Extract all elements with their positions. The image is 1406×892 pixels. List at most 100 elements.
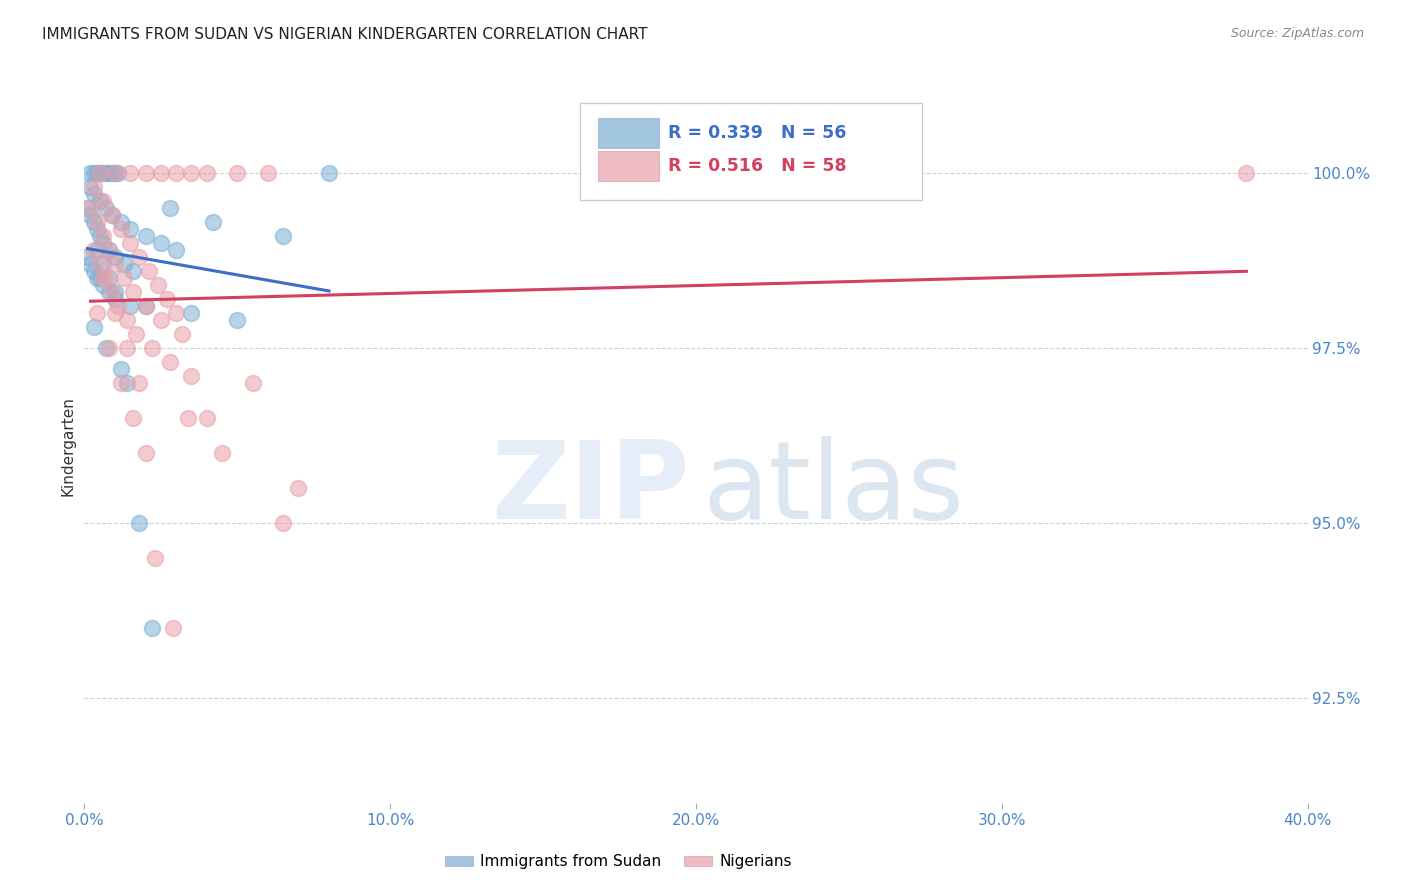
Point <box>91 166 114 180</box>
Point <box>172 327 194 342</box>
Point <box>156 292 179 306</box>
Point <box>242 376 264 390</box>
Point <box>79 208 101 222</box>
Point <box>86 306 108 320</box>
Point <box>135 446 157 460</box>
Point <box>97 166 120 180</box>
Point <box>97 243 120 257</box>
FancyBboxPatch shape <box>598 119 659 148</box>
Point <box>97 341 120 355</box>
Text: R = 0.516   N = 58: R = 0.516 N = 58 <box>668 157 846 175</box>
Point <box>94 271 117 285</box>
Point <box>120 236 142 251</box>
Point <box>122 264 145 278</box>
Point <box>159 355 181 369</box>
Point <box>89 166 111 180</box>
Point <box>83 187 105 202</box>
Point <box>104 285 127 299</box>
Point <box>94 201 117 215</box>
Point <box>97 243 120 257</box>
Point <box>115 313 138 327</box>
Point <box>91 229 114 244</box>
Point <box>201 215 224 229</box>
Point <box>110 215 132 229</box>
Point <box>287 481 309 495</box>
Point <box>83 180 105 194</box>
Point <box>112 257 135 271</box>
Point <box>149 166 172 180</box>
Point <box>91 278 114 293</box>
Point <box>122 411 145 425</box>
Point <box>162 621 184 635</box>
Point <box>211 446 233 460</box>
Point <box>271 229 294 244</box>
Point <box>110 376 132 390</box>
Point <box>110 362 132 376</box>
Point <box>76 250 98 264</box>
Point <box>120 222 142 236</box>
Text: Source: ZipAtlas.com: Source: ZipAtlas.com <box>1230 27 1364 40</box>
Point <box>271 516 294 530</box>
Point <box>89 229 111 244</box>
Point <box>83 166 105 180</box>
Point <box>83 215 105 229</box>
Point <box>1236 166 1258 180</box>
Point <box>107 299 129 313</box>
Point <box>128 376 150 390</box>
Point <box>115 376 138 390</box>
Point <box>318 166 340 180</box>
Point <box>101 285 124 299</box>
Point <box>195 166 218 180</box>
Point <box>76 201 98 215</box>
FancyBboxPatch shape <box>598 151 659 180</box>
Point <box>83 264 105 278</box>
Point <box>135 229 157 244</box>
Point <box>146 278 169 293</box>
Point <box>120 166 142 180</box>
Point <box>135 166 157 180</box>
FancyBboxPatch shape <box>579 103 922 200</box>
Point <box>110 222 132 236</box>
Point <box>138 264 160 278</box>
Point <box>159 201 181 215</box>
Point <box>91 257 114 271</box>
Point <box>86 243 108 257</box>
Point <box>122 285 145 299</box>
Point <box>180 166 202 180</box>
Point <box>128 516 150 530</box>
Point <box>165 166 187 180</box>
Point <box>83 320 105 334</box>
Point <box>86 215 108 229</box>
Point <box>226 166 249 180</box>
Point <box>165 306 187 320</box>
Legend: Immigrants from Sudan, Nigerians: Immigrants from Sudan, Nigerians <box>439 848 799 875</box>
Point <box>86 222 108 236</box>
Point <box>101 166 124 180</box>
Text: R = 0.339   N = 56: R = 0.339 N = 56 <box>668 125 846 143</box>
Point <box>257 166 280 180</box>
Point <box>143 550 166 565</box>
Point <box>141 621 163 635</box>
Point <box>89 271 111 285</box>
Point <box>104 166 127 180</box>
Point <box>128 250 150 264</box>
Point <box>97 285 120 299</box>
Point <box>195 411 218 425</box>
Point <box>165 243 187 257</box>
Point <box>135 299 157 313</box>
Point <box>104 257 127 271</box>
Point <box>94 166 117 180</box>
Point <box>107 166 129 180</box>
Point <box>115 341 138 355</box>
Point <box>104 306 127 320</box>
Point <box>180 369 202 384</box>
Point <box>226 313 249 327</box>
Point <box>79 201 101 215</box>
Text: IMMIGRANTS FROM SUDAN VS NIGERIAN KINDERGARTEN CORRELATION CHART: IMMIGRANTS FROM SUDAN VS NIGERIAN KINDER… <box>42 27 648 42</box>
Point <box>149 313 172 327</box>
Y-axis label: Kindergarten: Kindergarten <box>60 396 76 496</box>
Point <box>86 271 108 285</box>
Point <box>79 166 101 180</box>
Point <box>91 271 114 285</box>
Point <box>89 257 111 271</box>
